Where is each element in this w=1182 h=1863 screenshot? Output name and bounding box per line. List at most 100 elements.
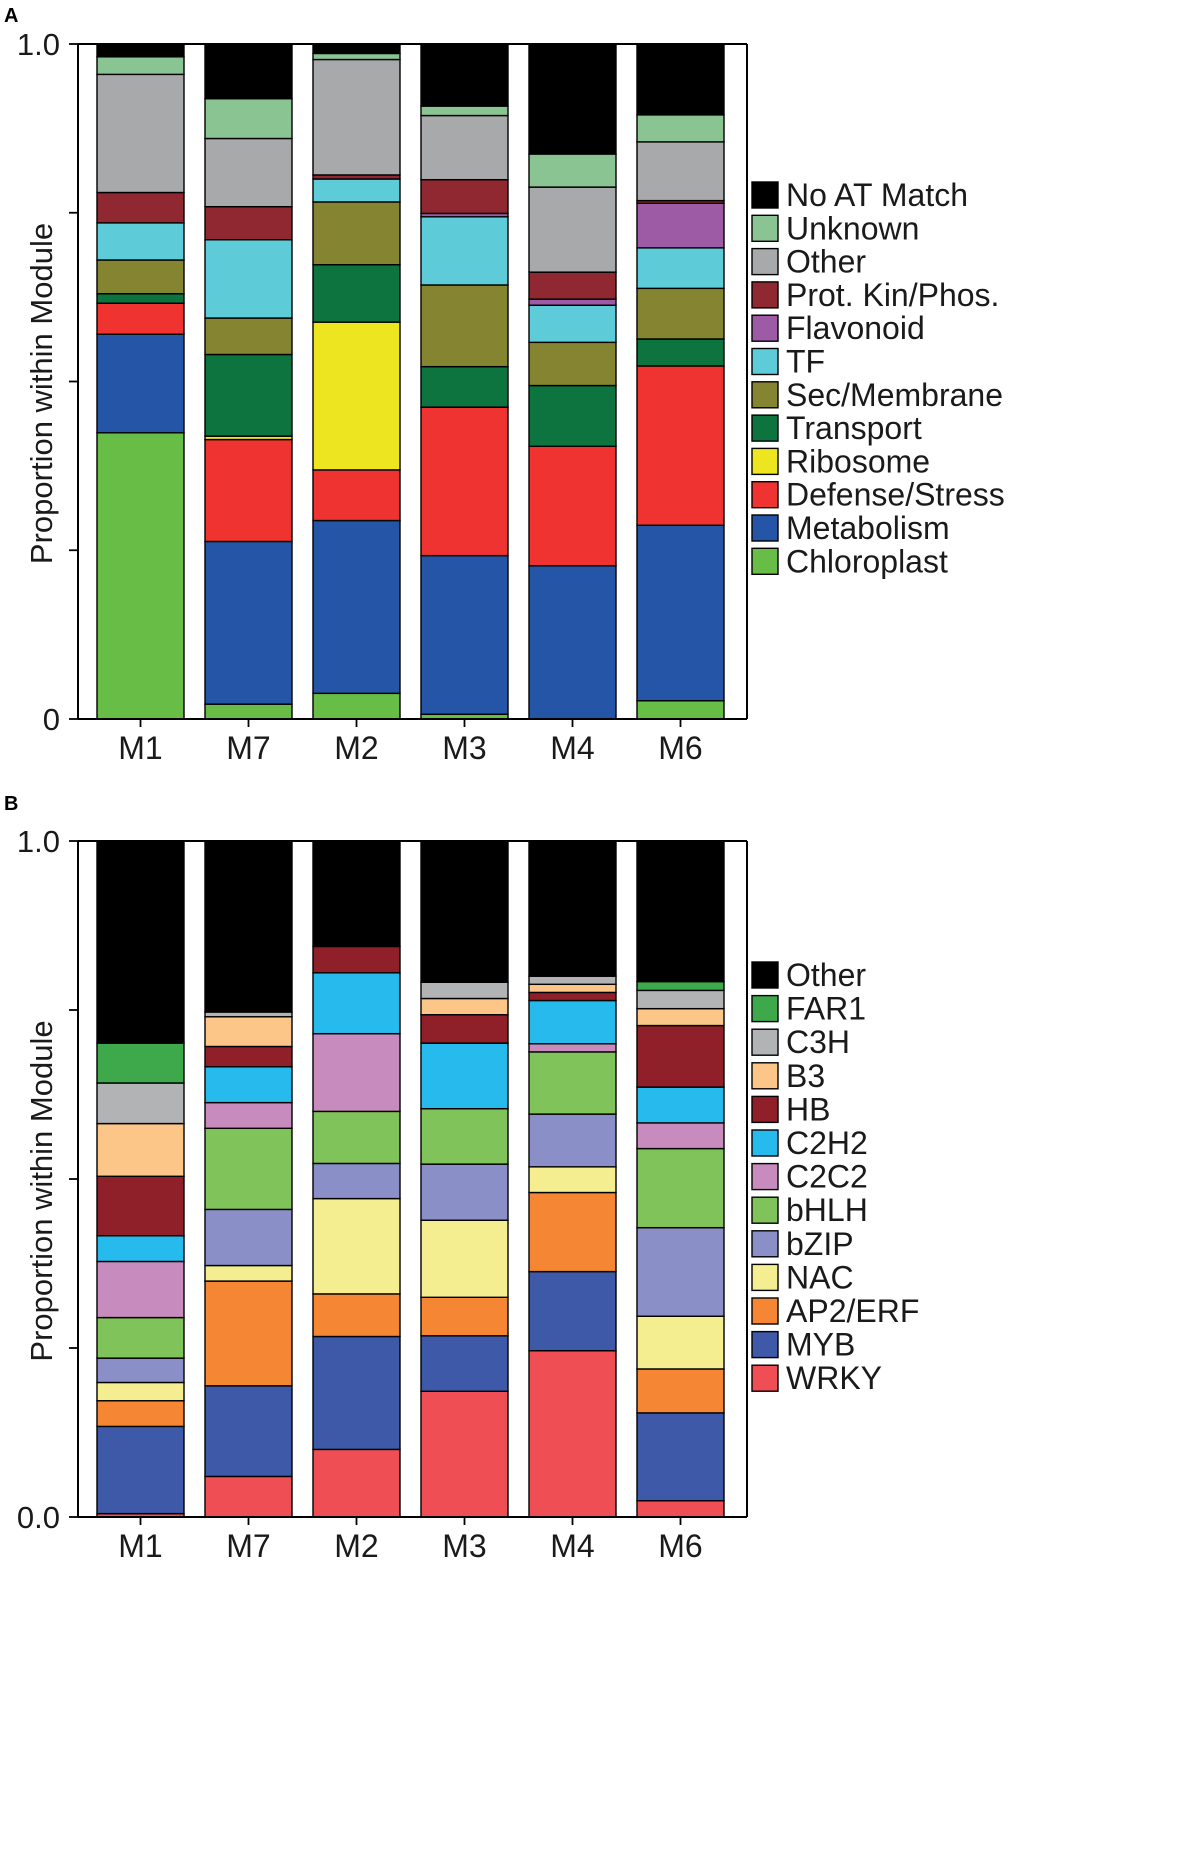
legend-label: Chloroplast — [786, 543, 948, 579]
legend-label: C2H2 — [786, 1125, 868, 1161]
legend-label: Ribosome — [786, 443, 930, 479]
legend-label: WRKY — [786, 1360, 882, 1396]
legend-swatch — [751, 1196, 779, 1224]
bar-segment-m6-c2c2 — [636, 1122, 725, 1150]
legend-swatch — [751, 447, 779, 476]
bar-segment-m3-other — [420, 114, 509, 181]
bar-segment-m4-myb — [528, 1270, 617, 1352]
bar-segment-m2-bzip — [312, 1162, 401, 1200]
bar-segment-m6-bhlh — [636, 1147, 725, 1229]
bar-segment-m2-wrky — [312, 1448, 401, 1518]
legend-label: Other — [786, 244, 866, 280]
bar-segment-m7-sec-membrane — [204, 317, 293, 356]
bar-segment-m2-c2h2 — [312, 972, 401, 1035]
bar-segment-m7-wrky — [204, 1475, 293, 1518]
bar-segment-m2-other — [312, 58, 401, 176]
legend-label: bHLH — [786, 1192, 868, 1228]
legend-label: Other — [786, 957, 866, 993]
bar-segment-m1-no-at-match — [96, 43, 185, 58]
bar-segment-m2-no-at-match — [312, 43, 401, 55]
legend-label: bZIP — [786, 1226, 854, 1262]
bar-segment-m1-metabolism — [96, 333, 185, 434]
bar-segment-m3-no-at-match — [420, 43, 509, 107]
legend: OtherFAR1C3HB3HBC2H2C2C2bHLHbZIPNACAP2/E… — [751, 957, 919, 1396]
legend-label: Metabolism — [786, 510, 950, 546]
bar-segment-m1-prot-kin-phos — [96, 191, 185, 224]
bar-segment-m2-other — [312, 840, 401, 948]
bar-segment-m1-unknown — [96, 56, 185, 76]
legend-swatch — [751, 247, 779, 276]
bar-segment-m1-c2c2 — [96, 1260, 185, 1319]
bar-segment-m3-wrky — [420, 1390, 509, 1518]
bar-segment-m2-bhlh — [312, 1110, 401, 1165]
bar-segment-m4-ap2-erf — [528, 1191, 617, 1273]
bar-segment-m6-defense-stress — [636, 365, 725, 526]
bar-segment-m7-tf — [204, 239, 293, 319]
chart-panel-B: B M1 M7 M2 M3 M4 M6 0.0 1.0 Proportion within Mod… — [4, 793, 919, 1564]
x-tick-label: M3 — [442, 1528, 486, 1564]
x-tick-label: M1 — [118, 730, 162, 766]
bar-segment-m7-no-at-match — [204, 43, 293, 100]
legend-swatch — [751, 547, 779, 575]
legend-label: FAR1 — [786, 991, 866, 1027]
legend-label: Sec/Membrane — [786, 377, 1003, 413]
y-tick-label: 1.0 — [17, 27, 60, 62]
bar-segment-m1-bhlh — [96, 1316, 185, 1359]
legend-swatch — [751, 1162, 779, 1191]
bar-segment-m2-defense-stress — [312, 469, 401, 522]
bar-segment-m2-tf — [312, 178, 401, 203]
x-tick-label: M4 — [550, 1528, 594, 1564]
bar-segment-m1-c2h2 — [96, 1235, 185, 1263]
legend-label: HB — [786, 1091, 830, 1127]
bar-segment-m1-ap2-erf — [96, 1400, 185, 1428]
bar-segment-m2-unknown — [312, 52, 401, 61]
bar-segment-m6-unknown — [636, 114, 725, 143]
bar-segment-m4-c3h — [528, 975, 617, 986]
bar-segment-m1-transport — [96, 293, 185, 304]
bar-segment-m2-chloroplast — [312, 692, 401, 720]
legend-label: C3H — [786, 1024, 850, 1060]
x-tick-label: M2 — [334, 730, 378, 766]
legend-label: C2C2 — [786, 1159, 868, 1195]
bar-segment-m3-ap2-erf — [420, 1296, 509, 1337]
legend-swatch — [751, 1364, 779, 1392]
bar-segment-m1-defense-stress — [96, 302, 185, 335]
bar-segment-m6-wrky — [636, 1500, 725, 1518]
y-axis-title: Proportion within Module — [24, 1020, 59, 1361]
bar-segment-m6-other — [636, 840, 725, 983]
bar-segment-m3-c3h — [420, 981, 509, 1000]
bar-segment-m6-tf — [636, 247, 725, 290]
x-tick-label: M2 — [334, 1528, 378, 1564]
bar-segment-m4-flavonoid — [528, 298, 617, 306]
legend-label: Flavonoid — [786, 310, 925, 346]
legend-label: Defense/Stress — [786, 477, 1005, 513]
bar-segment-m7-defense-stress — [204, 438, 293, 543]
bar-segment-m2-ribosome — [312, 321, 401, 471]
bar-segment-m7-b3 — [204, 1016, 293, 1048]
legend-swatch — [751, 1062, 779, 1090]
legend-label: AP2/ERF — [786, 1293, 919, 1329]
legend-swatch — [751, 347, 779, 376]
bar-segment-m7-bzip — [204, 1208, 293, 1267]
bar-segment-m6-sec-membrane — [636, 287, 725, 340]
bar-segment-m3-nac — [420, 1219, 509, 1298]
legend-swatch — [751, 1028, 779, 1056]
bar-segment-m7-c2h2 — [204, 1066, 293, 1104]
bar-segment-m2-metabolism — [312, 519, 401, 695]
x-tick-label: M3 — [442, 730, 486, 766]
bar-segment-m3-bzip — [420, 1163, 509, 1221]
bar-segment-m4-c2h2 — [528, 999, 617, 1045]
bar-segment-m1-b3 — [96, 1122, 185, 1177]
legend-label: B3 — [786, 1058, 825, 1094]
bar-segment-m3-tf — [420, 216, 509, 286]
bar-segment-m3-metabolism — [420, 554, 509, 715]
chart-panel-A: A M1 M7 M2 M3 M4 M6 0 1.0 Proportion within Modul… — [4, 5, 1005, 766]
y-tick-label: 0 — [43, 702, 60, 737]
bar-segment-m7-chloroplast — [204, 703, 293, 720]
bar-segment-m6-metabolism — [636, 524, 725, 702]
bar-segment-m4-nac — [528, 1166, 617, 1194]
x-tick-label: M6 — [658, 730, 702, 766]
bar-segment-m4-tf — [528, 304, 617, 344]
